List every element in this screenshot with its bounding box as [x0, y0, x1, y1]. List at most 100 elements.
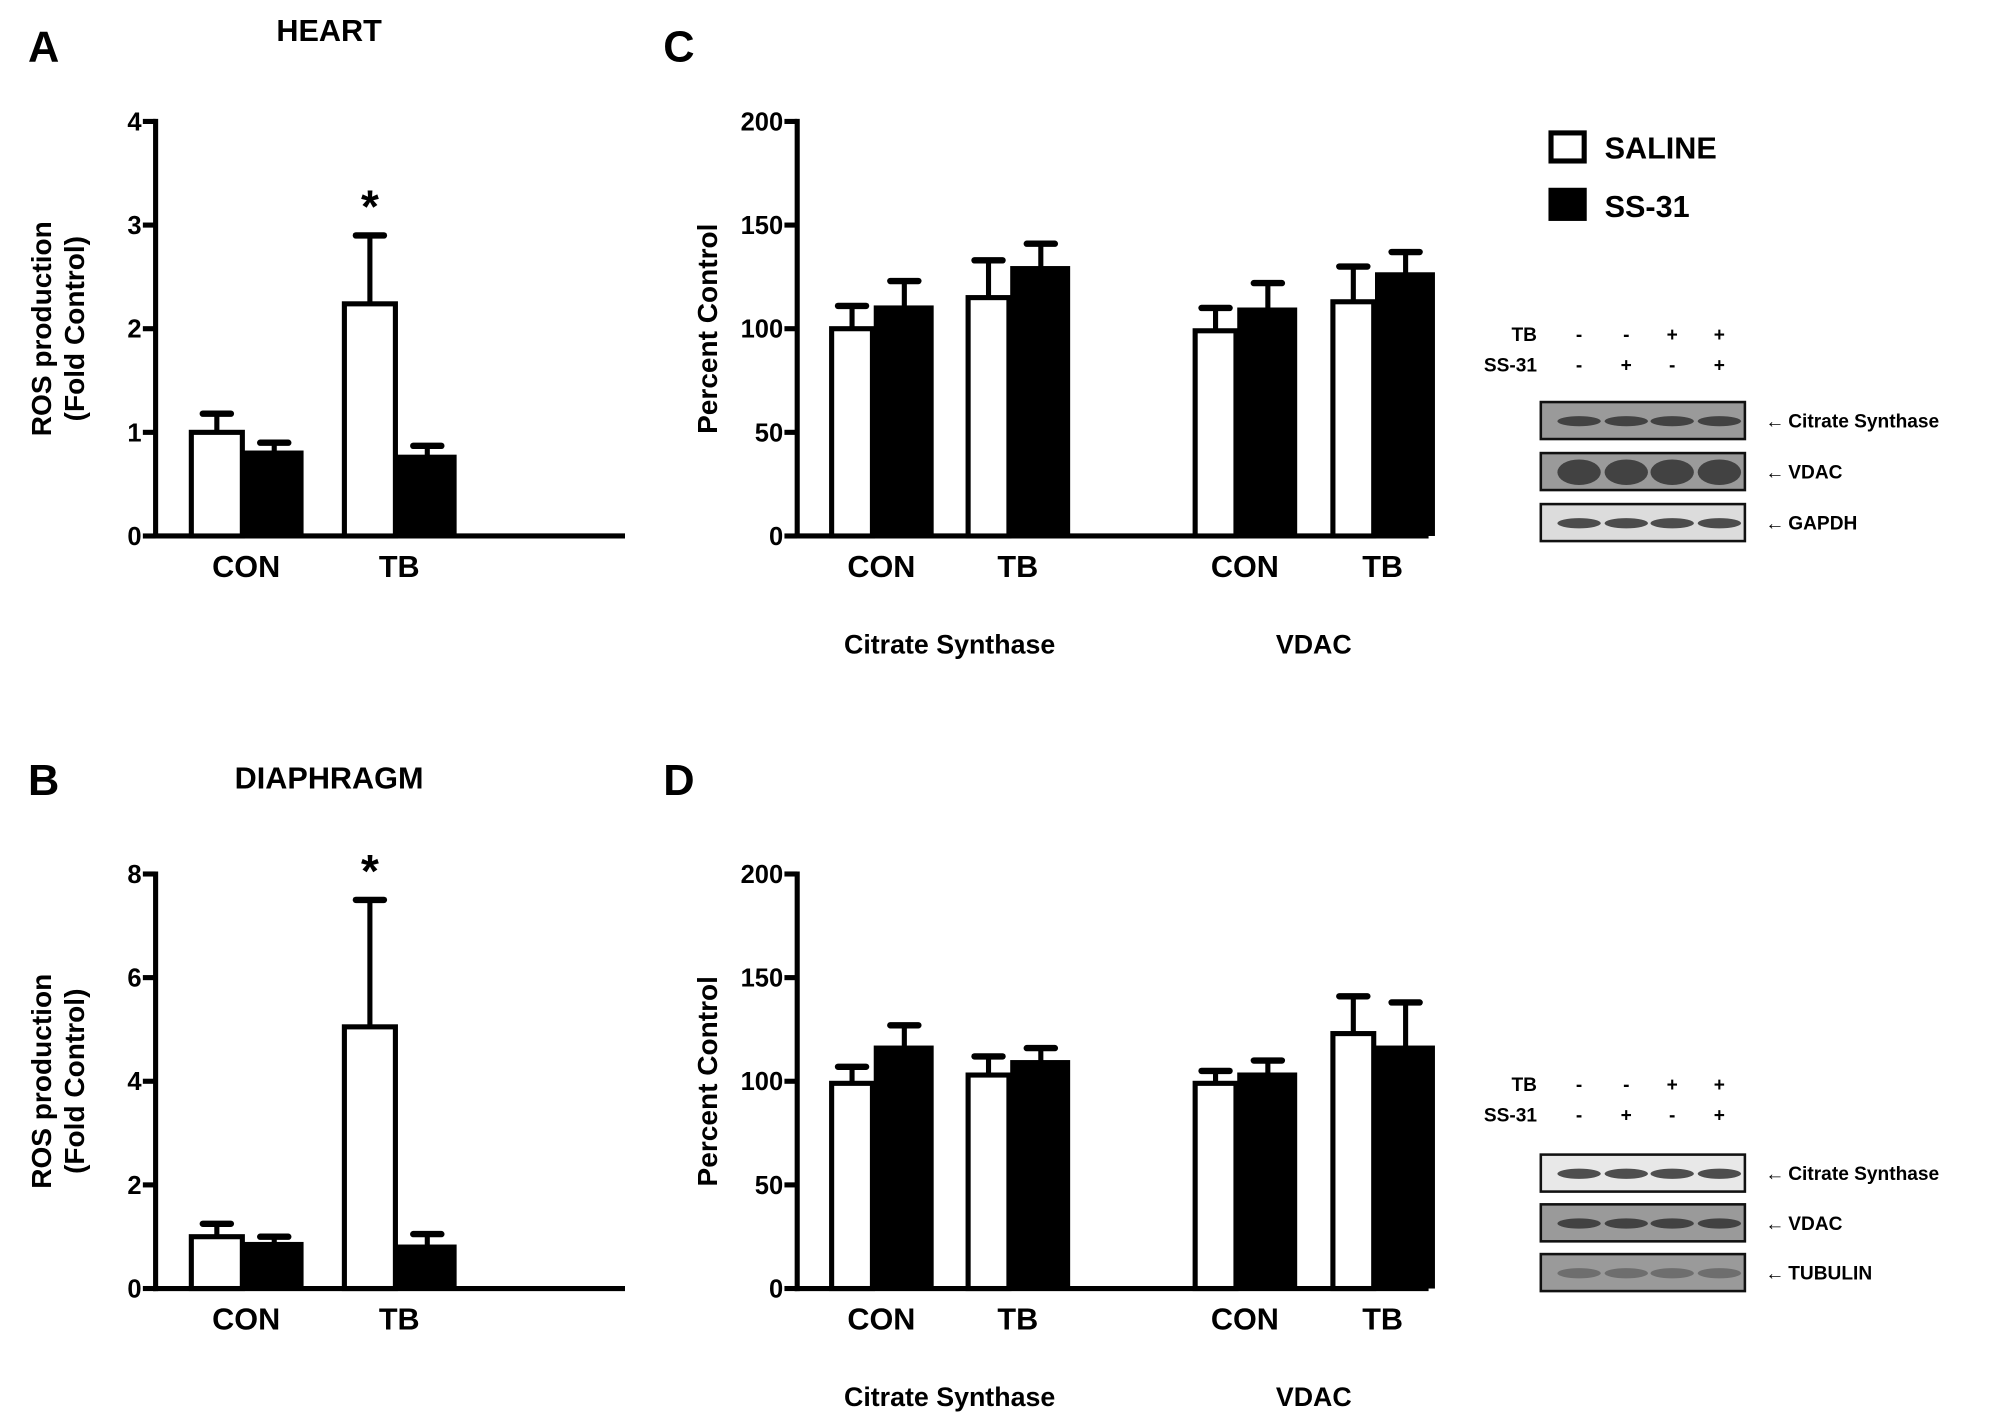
blot-band — [1557, 416, 1601, 427]
blot-lane-sign: + — [1621, 1105, 1632, 1126]
y-tick-label: 150 — [741, 212, 784, 240]
blot-band — [1650, 1168, 1694, 1179]
blot-lane-sign: + — [1714, 355, 1725, 376]
blot-condition-label: TB — [1511, 1075, 1536, 1096]
significance-marker: * — [361, 181, 379, 233]
significance-marker: * — [361, 845, 379, 897]
blot-lane-sign: - — [1623, 325, 1629, 346]
x-category-label: TB — [997, 1302, 1038, 1336]
blot-band — [1650, 459, 1694, 485]
arrow-left-icon: ← — [1765, 1264, 1784, 1285]
y-tick-label: 6 — [127, 965, 141, 993]
bar-ss-31 — [243, 1241, 304, 1289]
arrow-left-icon: ← — [1765, 1214, 1784, 1235]
blot-band — [1650, 518, 1694, 529]
arrow-left-icon: ← — [1765, 1164, 1784, 1185]
y-axis-label: Percent Control — [692, 976, 723, 1186]
bar-ss-31 — [873, 305, 934, 536]
x-category-label: CON — [1211, 1302, 1279, 1336]
bar-ss-31 — [396, 1244, 457, 1289]
blot-band — [1604, 416, 1648, 427]
bar-saline — [1192, 328, 1239, 539]
bar-ss-31 — [1010, 266, 1071, 536]
y-tick-label: 200 — [741, 108, 784, 136]
blot-lane-sign: + — [1714, 1105, 1725, 1126]
blot-lane-sign: - — [1576, 1105, 1582, 1126]
blot-lane-sign: + — [1714, 1075, 1725, 1096]
panel-letter: B — [28, 757, 59, 805]
bar-ss-31 — [1237, 307, 1298, 536]
bar-saline — [965, 1072, 1012, 1292]
y-tick-label: 0 — [769, 1275, 783, 1303]
panel-d: D 0 50 100 150 200 Percent Control CON TB CON TB Ci… — [663, 757, 1435, 1412]
y-tick-label: 1 — [127, 419, 141, 447]
blot-band — [1557, 1268, 1601, 1279]
x-category-label: TB — [379, 1302, 420, 1336]
legend-swatch-saline — [1548, 130, 1587, 164]
bar-saline — [829, 326, 875, 539]
panel-a: A HEART 0 1 2 3 4 ROS production (Fold Control) C… — [26, 14, 625, 584]
blot-lane-sign: - — [1669, 355, 1675, 376]
blot-band — [1604, 1218, 1648, 1229]
blot-band — [1604, 459, 1648, 485]
blot-row-label: Citrate Synthase — [1788, 1164, 1939, 1185]
y-tick-label: 2 — [127, 316, 141, 344]
x-category-label: TB — [379, 550, 420, 584]
legend: SALINE SS-31 — [1548, 130, 1717, 224]
blot-row-label: Citrate Synthase — [1788, 412, 1939, 433]
bar-saline — [341, 1024, 398, 1292]
bar-saline — [188, 1234, 245, 1292]
x-category-label: CON — [212, 1302, 280, 1336]
x-category-label: CON — [1211, 550, 1279, 584]
bar-ss-31 — [1237, 1072, 1298, 1289]
blot-lane-sign: - — [1669, 1105, 1675, 1126]
y-tick-label: 100 — [741, 316, 784, 344]
blot-band — [1697, 1268, 1742, 1279]
x-category-label: CON — [212, 550, 280, 584]
y-tick-label: 150 — [741, 965, 784, 993]
panel-b: B DIAPHRAGM 0 2 4 6 8 ROS production (Fold Contr… — [26, 757, 625, 1336]
blot-band — [1557, 1218, 1601, 1229]
x-category-label: CON — [847, 1302, 915, 1336]
blot-row-label: TUBULIN — [1788, 1264, 1872, 1285]
blot-lane-sign: + — [1714, 325, 1725, 346]
arrow-left-icon: ← — [1765, 514, 1784, 535]
panel-letter: C — [663, 23, 694, 71]
x-group-label: VDAC — [1276, 1382, 1352, 1412]
blot-condition-label: SS-31 — [1484, 355, 1538, 376]
chart-title: HEART — [276, 14, 382, 48]
blot-band — [1557, 518, 1601, 529]
panel-c: C 0 50 100 150 200 Percent Control CON TB CON TB Ci… — [663, 23, 1435, 659]
legend-swatch-ss31 — [1548, 187, 1587, 221]
blot-row-label: GAPDH — [1788, 514, 1857, 535]
bar-saline — [829, 1080, 875, 1292]
y-axis-label: (Fold Control) — [59, 989, 90, 1174]
legend-label-saline: SALINE — [1605, 131, 1717, 165]
blot-lane-sign: - — [1576, 1075, 1582, 1096]
bar-saline — [965, 295, 1012, 539]
blot-row-label: VDAC — [1788, 463, 1842, 484]
x-category-label: TB — [1362, 550, 1403, 584]
x-category-label: TB — [997, 550, 1038, 584]
blot-band — [1604, 1168, 1648, 1179]
y-axis-label: ROS production — [26, 974, 57, 1189]
bar-saline — [1330, 299, 1377, 539]
blot-row-label: VDAC — [1788, 1214, 1842, 1235]
y-tick-label: 50 — [755, 419, 783, 447]
bar-saline — [1192, 1080, 1239, 1292]
blot-band — [1697, 1218, 1742, 1229]
western-blot-d: TB - - + +SS-31- + - +← Citrate Synthase← VDAC← TU… — [1484, 1075, 1939, 1293]
y-axis-label: Percent Control — [692, 224, 723, 434]
x-category-label: TB — [1362, 1302, 1403, 1336]
y-tick-label: 0 — [127, 523, 141, 551]
blot-band — [1604, 518, 1648, 529]
y-tick-label: 2 — [127, 1172, 141, 1200]
blot-lane-sign: + — [1621, 355, 1632, 376]
arrow-left-icon: ← — [1765, 463, 1784, 484]
panel-letter: A — [28, 23, 59, 71]
blot-band — [1604, 1268, 1648, 1279]
bar-ss-31 — [396, 454, 457, 536]
y-tick-label: 4 — [127, 1068, 142, 1096]
blot-condition-label: TB — [1511, 325, 1536, 346]
